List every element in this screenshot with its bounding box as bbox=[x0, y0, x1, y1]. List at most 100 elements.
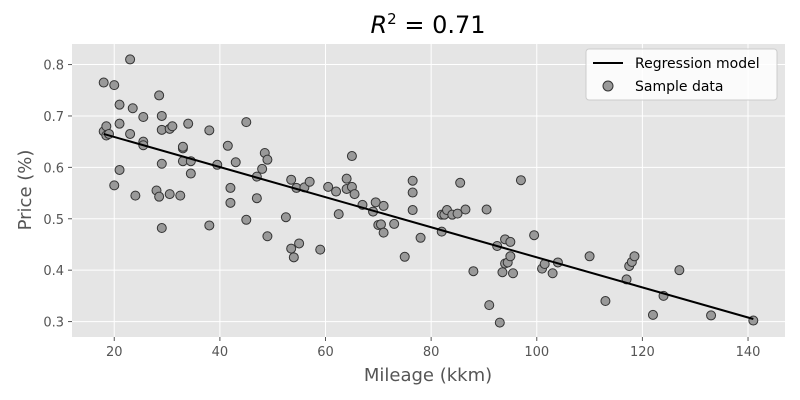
sample-data-points bbox=[98, 54, 759, 328]
data-point bbox=[455, 177, 466, 188]
data-point bbox=[547, 268, 558, 279]
x-axis-ticks: 20 40 60 80 100 120 140 bbox=[106, 337, 760, 360]
data-point bbox=[407, 205, 418, 216]
x-tick-label: 20 bbox=[106, 345, 123, 360]
data-point bbox=[286, 174, 297, 185]
data-point bbox=[294, 238, 305, 249]
data-point bbox=[331, 186, 342, 197]
data-point bbox=[241, 214, 252, 225]
data-point bbox=[156, 110, 167, 121]
data-point bbox=[241, 117, 252, 128]
data-point bbox=[349, 189, 360, 200]
data-point bbox=[138, 111, 149, 122]
data-point bbox=[109, 80, 120, 91]
data-point bbox=[286, 243, 297, 254]
x-tick-label: 140 bbox=[736, 345, 761, 360]
data-point bbox=[262, 231, 273, 242]
y-gridlines bbox=[72, 64, 785, 323]
data-point bbox=[156, 223, 167, 234]
data-point bbox=[164, 189, 175, 200]
data-point bbox=[288, 252, 299, 263]
data-point bbox=[154, 191, 165, 202]
data-point bbox=[375, 219, 386, 230]
data-point bbox=[125, 128, 136, 139]
data-point bbox=[378, 227, 389, 238]
data-point bbox=[505, 251, 516, 262]
data-point bbox=[114, 99, 125, 110]
x-axis-label: Mileage (kkm) bbox=[364, 365, 492, 386]
data-point bbox=[323, 181, 334, 192]
data-point bbox=[629, 251, 640, 262]
y-tick-label: 0.7 bbox=[43, 110, 64, 125]
data-point bbox=[109, 180, 120, 191]
data-point bbox=[98, 77, 109, 88]
data-point bbox=[167, 121, 178, 132]
data-point bbox=[257, 163, 268, 174]
legend-label-regression: Regression model bbox=[635, 56, 760, 72]
x-tick-label: 100 bbox=[524, 345, 549, 360]
data-point bbox=[114, 164, 125, 175]
legend-box bbox=[585, 48, 778, 101]
y-tick-label: 0.6 bbox=[43, 161, 64, 176]
data-point bbox=[529, 230, 540, 241]
data-point bbox=[127, 103, 138, 114]
data-point bbox=[378, 200, 389, 211]
data-point bbox=[497, 267, 508, 278]
data-point bbox=[389, 218, 400, 229]
data-point bbox=[399, 251, 410, 262]
legend-label-sample: Sample data bbox=[635, 79, 723, 95]
data-point bbox=[481, 204, 492, 215]
data-point bbox=[415, 232, 426, 243]
data-point bbox=[280, 212, 291, 223]
data-point bbox=[204, 125, 215, 136]
data-point bbox=[251, 193, 262, 204]
chart-title: R2 = 0.71 bbox=[370, 10, 485, 39]
x-tick-label: 120 bbox=[630, 345, 655, 360]
data-point bbox=[315, 244, 326, 255]
data-point bbox=[407, 187, 418, 198]
data-point bbox=[508, 268, 519, 279]
data-point bbox=[225, 197, 236, 208]
data-point bbox=[204, 220, 215, 231]
x-tick-label: 40 bbox=[212, 345, 229, 360]
y-tick-label: 0.4 bbox=[43, 264, 64, 279]
data-point bbox=[333, 209, 344, 220]
data-point bbox=[230, 157, 241, 168]
data-point bbox=[674, 265, 685, 276]
legend: Regression model Sample data bbox=[585, 48, 778, 101]
data-point bbox=[154, 90, 165, 101]
data-point bbox=[600, 296, 611, 307]
data-point bbox=[706, 310, 717, 321]
y-tick-label: 0.3 bbox=[43, 316, 64, 331]
data-point bbox=[346, 151, 357, 162]
data-point bbox=[262, 154, 273, 165]
data-point bbox=[114, 118, 125, 129]
data-point bbox=[222, 140, 233, 151]
y-axis-ticks: 0.3 0.4 0.5 0.6 0.7 0.8 bbox=[43, 59, 72, 331]
data-point bbox=[225, 182, 236, 193]
data-point bbox=[185, 168, 196, 179]
data-point bbox=[494, 317, 505, 328]
data-point bbox=[647, 309, 658, 320]
y-axis-label: Price (%) bbox=[15, 150, 36, 231]
x-tick-label: 80 bbox=[423, 345, 440, 360]
data-point bbox=[177, 141, 188, 152]
data-point bbox=[515, 175, 526, 186]
data-point bbox=[460, 204, 471, 215]
data-point bbox=[156, 158, 167, 169]
data-point bbox=[584, 251, 595, 262]
legend-marker-swatch bbox=[602, 80, 614, 92]
data-point bbox=[125, 54, 136, 65]
data-point bbox=[452, 208, 463, 219]
regression-line bbox=[103, 132, 754, 320]
data-point bbox=[468, 266, 479, 277]
y-tick-label: 0.8 bbox=[43, 59, 64, 74]
data-point bbox=[505, 236, 516, 247]
data-point bbox=[341, 173, 352, 184]
data-point bbox=[175, 190, 186, 201]
data-point bbox=[407, 175, 418, 186]
data-point bbox=[130, 190, 141, 201]
data-point bbox=[484, 300, 495, 311]
data-point bbox=[304, 176, 315, 187]
